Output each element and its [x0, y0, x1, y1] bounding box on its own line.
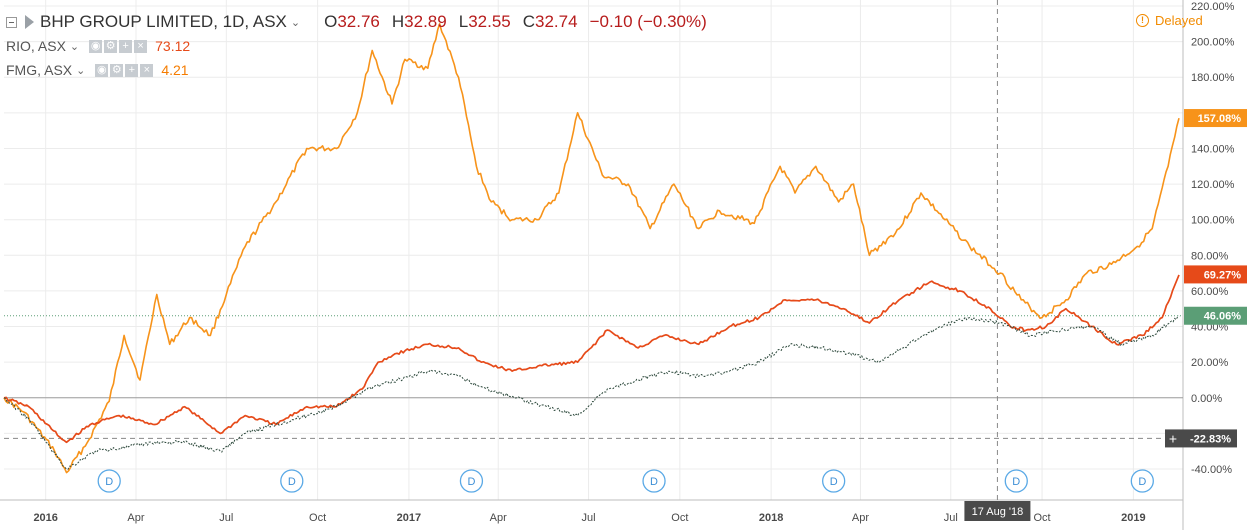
rio-value: 73.12 — [155, 38, 191, 54]
x-tick-label: 2016 — [33, 512, 57, 524]
delayed-indicator[interactable]: ! Delayed — [1136, 13, 1203, 28]
x-tick-label: Oct — [309, 512, 326, 524]
x-tick-label: 2017 — [397, 512, 421, 524]
dividend-marker — [822, 469, 846, 493]
x-tick-label: Apr — [852, 512, 869, 524]
dividend-marker — [1130, 469, 1154, 493]
x-tick-label: Jul — [219, 512, 233, 524]
y-tick-label: 180.00% — [1191, 72, 1235, 84]
value-badge-rio — [1184, 265, 1247, 284]
main-symbol-label[interactable]: BHP GROUP LIMITED, 1D, ASX — [40, 12, 287, 31]
dividend-marker — [642, 469, 666, 493]
value-badge-label: -22.83% — [1190, 433, 1231, 445]
eye-icon[interactable]: ◉ — [89, 39, 103, 53]
series-line-bhp — [3, 315, 1180, 470]
info-icon: ! — [1136, 14, 1149, 27]
dividend-marker — [97, 469, 121, 493]
crosshair-date-badge — [964, 501, 1031, 521]
y-tick-label: 100.00% — [1191, 215, 1235, 227]
value-badge-label: 69.27% — [1204, 269, 1242, 281]
legend-compare-rio: RIO, ASX ⌄ ◉ ⚙ + × 73.12 — [6, 34, 719, 58]
y-tick-label: 80.00% — [1191, 250, 1229, 262]
series-line-rio — [3, 274, 1180, 444]
crosshair-date-label: 17 Aug '18 — [972, 506, 1024, 518]
dividend-marker-label: D — [1012, 476, 1020, 488]
series-line-fmg — [3, 23, 1180, 474]
change-value: −0.10 (−0.30%) — [589, 12, 707, 31]
y-tick-label: 120.00% — [1191, 179, 1235, 191]
delayed-label: Delayed — [1155, 13, 1203, 28]
gear-icon[interactable]: ⚙ — [110, 63, 124, 77]
x-tick-label: Oct — [1034, 512, 1051, 524]
y-tick-label: 140.00% — [1191, 143, 1235, 155]
value-badge-crosshair — [1165, 429, 1237, 448]
y-tick-label: 220.00% — [1191, 1, 1235, 13]
close-icon[interactable]: × — [134, 39, 148, 53]
value-badge-label: 46.06% — [1204, 311, 1242, 323]
y-tick-label: 60.00% — [1191, 286, 1229, 298]
plus-icon[interactable]: + — [125, 63, 139, 77]
x-tick-label: Oct — [671, 512, 688, 524]
open-value: 32.76 — [337, 12, 380, 31]
legend: BHP GROUP LIMITED, 1D, ASX ⌄ O32.76 H32.8… — [6, 10, 719, 82]
high-value: 32.89 — [404, 12, 447, 31]
value-badge-fmg — [1184, 109, 1247, 128]
x-tick-label: Apr — [490, 512, 507, 524]
fmg-value: 4.21 — [161, 62, 189, 78]
dividend-marker-label: D — [650, 476, 658, 488]
gear-icon[interactable]: ⚙ — [104, 39, 118, 53]
chevron-down-icon[interactable]: ⌄ — [69, 40, 80, 53]
dividend-marker-label: D — [467, 476, 475, 488]
x-tick-label: Apr — [127, 512, 144, 524]
plus-icon[interactable]: + — [119, 39, 133, 53]
flag-icon — [25, 15, 34, 29]
collapse-icon[interactable] — [6, 16, 17, 28]
series-actions: ◉ ⚙ + × — [95, 63, 155, 77]
legend-compare-fmg: FMG, ASX ⌄ ◉ ⚙ + × 4.21 — [6, 58, 719, 82]
y-tick-label: -40.00% — [1191, 464, 1232, 476]
rio-symbol-label[interactable]: RIO, ASX — [6, 38, 66, 54]
value-badge-bhp — [1184, 306, 1247, 325]
y-tick-label: 20.00% — [1191, 357, 1229, 369]
dividend-marker — [280, 469, 304, 493]
low-value: 32.55 — [468, 12, 511, 31]
close-value: 32.74 — [535, 12, 578, 31]
x-tick-label: Jul — [944, 512, 958, 524]
y-tick-label: 200.00% — [1191, 37, 1235, 49]
dividend-marker-label: D — [105, 476, 113, 488]
x-tick-label: 2018 — [759, 512, 783, 524]
dividend-marker — [459, 469, 484, 493]
fmg-symbol-label[interactable]: FMG, ASX — [6, 62, 73, 78]
x-tick-label: 2019 — [1121, 512, 1145, 524]
dividend-marker-label: D — [288, 476, 296, 488]
close-icon[interactable]: × — [140, 63, 154, 77]
crosshair-plus-icon: + — [1169, 430, 1177, 446]
dividend-marker — [1004, 469, 1028, 493]
eye-icon[interactable]: ◉ — [95, 63, 109, 77]
value-badge-label: 157.08% — [1198, 113, 1242, 125]
x-tick-label: Jul — [582, 512, 596, 524]
dividend-marker-label: D — [830, 476, 838, 488]
y-tick-label: 0.00% — [1191, 393, 1222, 405]
legend-main-row: BHP GROUP LIMITED, 1D, ASX ⌄ O32.76 H32.8… — [6, 10, 719, 34]
chevron-down-icon[interactable]: ⌄ — [290, 16, 301, 29]
dividend-marker-label: D — [1138, 476, 1146, 488]
ohlc-values: O32.76 H32.89 L32.55 C32.74 −0.10 (−0.30%) — [324, 12, 707, 31]
chevron-down-icon[interactable]: ⌄ — [76, 64, 86, 77]
series-actions: ◉ ⚙ + × — [89, 39, 149, 53]
